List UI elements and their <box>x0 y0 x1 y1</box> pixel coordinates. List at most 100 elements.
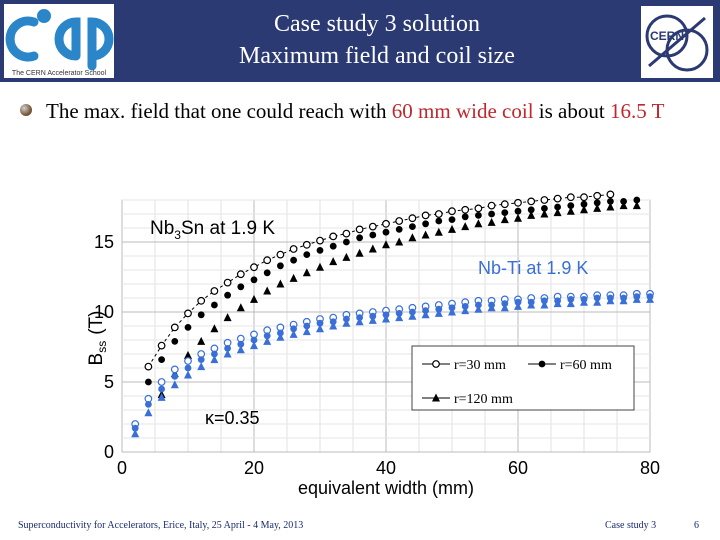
data-point <box>540 196 549 204</box>
data-point <box>158 356 165 363</box>
data-point <box>580 193 588 202</box>
data-point <box>276 250 285 259</box>
data-point <box>355 317 364 326</box>
data-point <box>171 338 179 345</box>
data-point <box>633 196 641 204</box>
data-point <box>276 332 285 341</box>
data-point <box>421 211 430 220</box>
data-point <box>250 336 258 344</box>
data-point <box>619 201 628 210</box>
data-point <box>421 310 430 319</box>
data-point <box>263 256 272 265</box>
data-point <box>514 301 522 310</box>
data-point <box>184 324 192 331</box>
data-point <box>408 233 417 242</box>
data-point <box>144 362 153 371</box>
data-point <box>632 201 641 210</box>
data-point <box>355 248 364 257</box>
data-point <box>395 226 403 233</box>
data-point <box>514 207 522 215</box>
data-point <box>144 408 153 417</box>
data-point <box>224 291 232 299</box>
data-point <box>593 297 602 306</box>
data-point <box>395 237 404 246</box>
data-point <box>474 219 483 228</box>
footer-section: Case study 3 <box>605 520 657 531</box>
data-point <box>263 336 272 345</box>
legend-marker <box>432 360 440 368</box>
data-point <box>236 303 245 312</box>
y-axis-label: Bss(T) <box>86 311 109 366</box>
data-point <box>369 231 377 239</box>
data-point <box>619 296 628 305</box>
data-point <box>474 204 483 213</box>
data-point <box>316 236 324 245</box>
data-point <box>500 303 509 312</box>
cas-logo-caption: The CERN Accelerator School <box>12 70 107 77</box>
data-point <box>355 225 364 234</box>
data-point <box>461 213 469 221</box>
data-point <box>303 251 311 258</box>
legend-marker <box>538 360 546 368</box>
data-point <box>487 303 496 312</box>
legend-label: r=120 mm <box>454 392 513 407</box>
field-vs-width-chart: 0 20 40 60 80 0 5 10 15 Nb3Sn at 1.9 K Nb-Ti at … <box>80 188 670 504</box>
y-tick-label: 15 <box>94 232 114 252</box>
data-point <box>302 327 311 336</box>
data-point <box>382 314 390 323</box>
data-point <box>184 357 192 365</box>
bullet-text-part2: is about <box>533 99 610 123</box>
data-point <box>501 209 509 216</box>
data-point <box>408 214 417 223</box>
data-point <box>223 349 232 358</box>
data-point <box>145 401 152 408</box>
data-point <box>566 193 575 202</box>
data-point <box>276 279 285 288</box>
y-tick-label: 10 <box>94 302 114 322</box>
nb3sn-label: Nb3Sn at 1.9 K <box>150 218 275 242</box>
data-point <box>329 257 338 266</box>
data-point <box>342 229 351 238</box>
cern-logo: CERN <box>641 6 713 78</box>
bullet-text-part1: The max. field that one could reach with <box>46 99 392 123</box>
x-tick-label: 80 <box>640 458 660 478</box>
data-point <box>461 222 470 231</box>
data-point <box>540 209 549 218</box>
data-point <box>474 304 483 313</box>
data-point <box>157 378 166 386</box>
data-point <box>606 190 615 199</box>
data-point <box>197 356 205 363</box>
data-point <box>580 200 588 208</box>
data-point <box>514 198 522 207</box>
data-point <box>527 197 536 206</box>
data-point <box>210 355 219 364</box>
data-point <box>170 323 179 332</box>
kappa-label: κ=0.35 <box>205 408 260 428</box>
data-point <box>342 252 351 261</box>
data-point <box>171 373 179 380</box>
data-point <box>250 341 258 350</box>
data-point <box>250 263 258 272</box>
data-point <box>421 230 430 239</box>
data-point <box>395 217 404 225</box>
data-point <box>434 210 443 218</box>
data-point <box>527 300 536 309</box>
data-point <box>408 311 417 320</box>
data-point <box>566 299 575 308</box>
legend-label: r=30 mm <box>454 358 506 373</box>
data-point <box>316 262 324 271</box>
data-point <box>236 345 245 354</box>
slide-title: Case study 3 solution Maximum field and … <box>150 8 604 72</box>
data-point <box>263 332 271 340</box>
data-point <box>368 315 377 324</box>
data-point <box>527 210 536 219</box>
data-point <box>131 429 140 438</box>
title-line-2: Maximum field and coil size <box>239 43 515 69</box>
data-point <box>210 324 219 333</box>
data-point <box>593 191 602 200</box>
data-point <box>409 223 416 230</box>
data-point <box>593 199 601 207</box>
data-point <box>250 276 258 284</box>
y-tick-label: 5 <box>104 372 114 392</box>
x-tick-label: 20 <box>244 458 264 478</box>
